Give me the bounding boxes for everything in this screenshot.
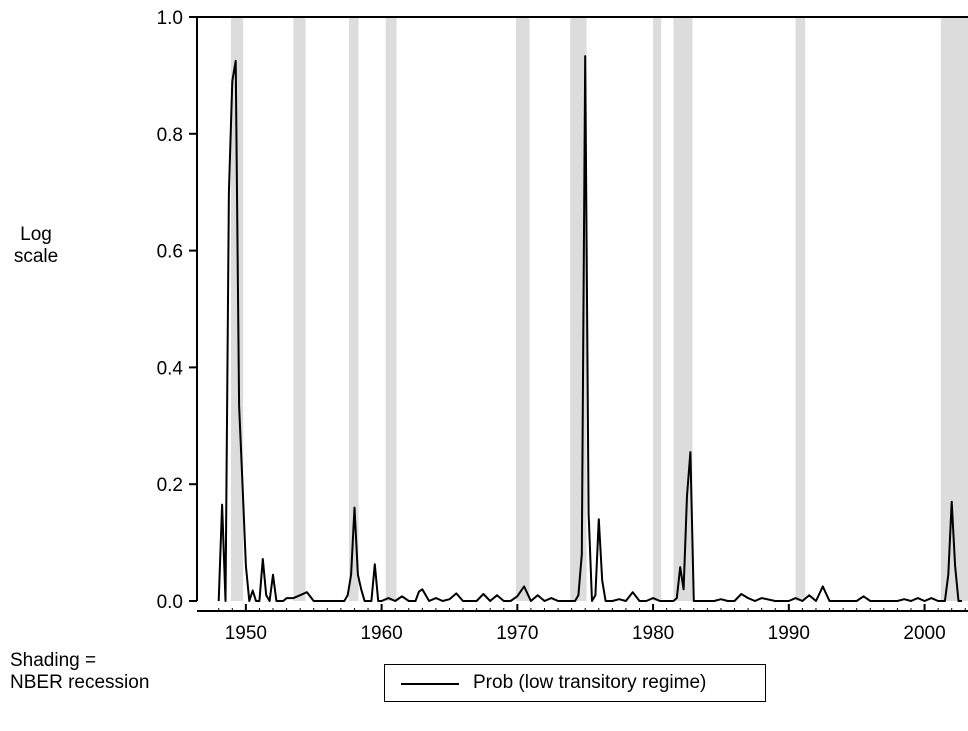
recession-band bbox=[515, 17, 530, 601]
series-layer bbox=[217, 55, 962, 602]
x-tick-label: 1960 bbox=[360, 623, 402, 644]
recession-band bbox=[940, 17, 968, 601]
y-tick-label: 0.4 bbox=[157, 358, 184, 379]
recession-band bbox=[385, 17, 397, 601]
recession-band bbox=[349, 17, 359, 601]
y-tick-label: 0.6 bbox=[157, 242, 183, 263]
recession-band bbox=[795, 17, 806, 601]
axes: 0.0 0.2 0.4 0.6 0.8 1.0 1950 1960 1970 1980 1990 20… bbox=[157, 8, 968, 644]
recession-band bbox=[653, 17, 662, 601]
recession-band bbox=[673, 17, 693, 601]
shading-note-line1: Shading = bbox=[10, 650, 97, 671]
x-tick-label: 2000 bbox=[903, 623, 945, 644]
recession-band bbox=[230, 17, 244, 601]
x-tick-label: 1950 bbox=[225, 623, 267, 644]
series-line bbox=[217, 55, 962, 602]
recession-shading-layer bbox=[230, 17, 968, 601]
x-tick-label: 1990 bbox=[768, 623, 810, 644]
y-axis-note: Log scale bbox=[6, 224, 66, 268]
y-axis-note-line2: scale bbox=[13, 246, 59, 267]
shading-note-line2: NBER recession bbox=[10, 672, 150, 693]
y-tick-label: 0.0 bbox=[157, 592, 183, 613]
x-tick-label: 1980 bbox=[632, 623, 674, 644]
y-tick-label: 0.2 bbox=[157, 475, 183, 496]
recession-band bbox=[293, 17, 306, 601]
shading-note: Shading = NBER recession bbox=[10, 650, 149, 694]
legend-line-swatch bbox=[401, 683, 459, 685]
y-tick-label: 0.8 bbox=[157, 125, 183, 146]
y-tick-label: 1.0 bbox=[157, 8, 183, 29]
legend-label: Prob (low transitory regime) bbox=[473, 672, 707, 693]
legend: Prob (low transitory regime) bbox=[384, 664, 766, 702]
x-tick-label: 1970 bbox=[496, 623, 538, 644]
y-axis-note-line1: Log bbox=[20, 224, 52, 245]
